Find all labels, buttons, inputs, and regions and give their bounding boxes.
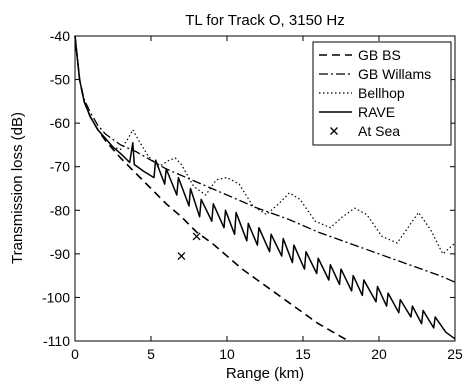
y-tick-label: -90 <box>50 246 70 262</box>
y-tick-label: -70 <box>50 159 70 175</box>
axis-ticks: 0 5 10 15 20 25 -40 -50 -60 -70 -80 -90 -100 -110 <box>42 28 463 362</box>
x-tick-label: 25 <box>447 346 463 362</box>
legend-label: RAVE <box>358 104 395 120</box>
series-line-bellhop <box>74 35 456 255</box>
x-tick-label: 20 <box>371 346 387 362</box>
legend-label: GB BS <box>358 47 401 63</box>
y-axis-label: Transmission loss (dB) <box>9 112 26 264</box>
at-sea-marker <box>177 252 186 260</box>
x-tick-label: 5 <box>147 346 155 362</box>
y-tick-label: -80 <box>50 202 70 218</box>
y-tick-label: -110 <box>43 333 70 349</box>
x-tick-label: 15 <box>295 346 311 362</box>
x-axis-label: Range (km) <box>226 365 304 382</box>
x-tick-label: 10 <box>219 346 235 362</box>
chart-title: TL for Track O, 3150 Hz <box>185 12 345 29</box>
series-line-gb-willams <box>74 35 456 283</box>
at-sea-marker <box>192 232 201 241</box>
plot-area <box>74 35 456 342</box>
x-tick-label: 0 <box>71 346 79 362</box>
legend-label: At Sea <box>358 123 400 139</box>
y-tick-label: -40 <box>50 28 70 44</box>
plot-frame <box>74 35 456 342</box>
legend-label: Bellhop <box>358 85 405 101</box>
series-line-rave <box>74 35 456 340</box>
y-tick-label: -100 <box>42 289 70 305</box>
y-tick-label: -50 <box>50 72 70 88</box>
chart-legend: GB BS GB Willams Bellhop RAVE At Sea <box>312 41 452 146</box>
legend-sample-at-sea <box>330 127 338 135</box>
legend-label: GB Willams <box>358 66 431 82</box>
y-tick-label: -60 <box>50 115 70 131</box>
